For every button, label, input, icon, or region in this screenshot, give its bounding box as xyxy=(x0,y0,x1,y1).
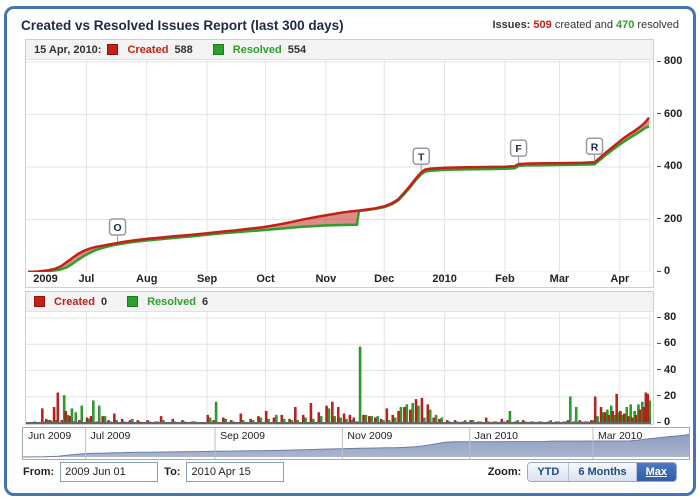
main-chart-panel: 15 Apr, 2010: Created 588 Resolved 554 O T F… xyxy=(25,39,654,288)
yaxis-tick-600: 600 xyxy=(657,108,682,120)
xaxis-label-Apr: Apr xyxy=(610,273,630,285)
from-label: From: xyxy=(23,466,55,478)
xaxis-label-Jul: Jul xyxy=(78,273,95,285)
bar-gridlines xyxy=(26,312,651,424)
flag-marker-O[interactable]: O xyxy=(108,218,127,242)
yaxis2-tick-0: 0 xyxy=(657,416,670,428)
navigator-label-Jun-2009: Jun 2009 xyxy=(28,430,72,442)
navigator-area xyxy=(23,434,689,457)
resolved-line xyxy=(27,125,650,274)
yaxis-tick-0: 0 xyxy=(657,265,670,277)
yaxis-tick-200: 200 xyxy=(657,213,682,225)
resolved-swatch-icon xyxy=(127,296,139,307)
main-chart-svg: O T F R xyxy=(26,60,651,274)
bar-chart-legend: Created 0 Resolved 6 xyxy=(26,292,653,312)
main-chart-xaxis: 2009 Jul Aug Sep Oct Nov Dec 2010 Feb Mar Apr xyxy=(26,272,651,287)
xaxis-label-Oct: Oct xyxy=(256,273,275,285)
bar-chart-panel: Created 0 Resolved 6 xyxy=(25,291,654,425)
flag-marker-R[interactable]: R xyxy=(585,137,604,162)
created-swatch-icon xyxy=(107,44,119,55)
navigator-svg[interactable] xyxy=(23,428,689,459)
svg-text:T: T xyxy=(418,151,425,163)
issues-created-count: 509 xyxy=(533,19,552,31)
svg-text:O: O xyxy=(113,222,121,234)
main-chart-yaxis: 0 200 400 600 800 xyxy=(657,55,697,277)
bar-chart-plot[interactable] xyxy=(26,312,652,424)
resolved-swatch-icon xyxy=(212,44,224,55)
controls-bar: From: To: Zoom: YTD 6 Months Max xyxy=(7,459,693,485)
zoom-6months-button[interactable]: 6 Months xyxy=(568,463,636,481)
xaxis-label-Sep: Sep xyxy=(197,273,218,285)
xaxis-label-2010: 2010 xyxy=(432,273,457,285)
zoom-button-group: YTD 6 Months Max xyxy=(527,462,677,482)
xaxis-label-Mar: Mar xyxy=(549,273,570,285)
svg-text:F: F xyxy=(515,143,522,155)
issues-created-text: created and xyxy=(551,19,616,31)
navigator-label-Nov-2009: Nov 2009 xyxy=(347,430,393,442)
flag-marker-T[interactable]: T xyxy=(412,147,430,172)
xaxis-label-Aug: Aug xyxy=(136,273,158,285)
legend-created-label: Created xyxy=(127,43,169,56)
xaxis-label-Nov: Nov xyxy=(315,273,337,285)
zoom-label: Zoom: xyxy=(487,466,522,478)
yaxis-tick-800: 800 xyxy=(657,55,682,67)
legend-resolved-value: 6 xyxy=(202,295,209,308)
issues-resolved-count: 470 xyxy=(616,19,635,31)
navigator-label-Sep-2009: Sep 2009 xyxy=(220,430,266,442)
xaxis-label-Dec: Dec xyxy=(374,273,395,285)
issues-summary: Issues: 509 created and 470 resolved xyxy=(492,19,679,31)
to-label: To: xyxy=(164,466,181,478)
zoom-max-button[interactable]: Max xyxy=(635,463,676,481)
date-range-controls: From: To: xyxy=(23,462,285,482)
yaxis2-tick-40: 40 xyxy=(657,364,676,376)
navigator-trendline xyxy=(23,433,689,458)
issues-resolved-text: resolved xyxy=(634,19,679,31)
yaxis2-tick-20: 20 xyxy=(657,390,676,402)
bar-chart-svg xyxy=(26,312,652,424)
bar-chart-yaxis: 0 20 40 60 80 xyxy=(657,311,697,428)
yaxis2-tick-80: 80 xyxy=(657,311,676,323)
xaxis-label-Feb: Feb xyxy=(495,273,515,285)
legend-date: 15 Apr, 2010: xyxy=(34,43,102,56)
legend-created-value: 0 xyxy=(100,295,108,308)
xaxis-label-2009: 2009 xyxy=(33,273,58,285)
legend-resolved-label: Resolved xyxy=(232,43,282,56)
navigator-label-Jan-2010: Jan 2010 xyxy=(474,430,518,442)
legend-created-label: Created xyxy=(54,295,95,308)
to-date-input[interactable] xyxy=(186,462,285,482)
yaxis-tick-400: 400 xyxy=(657,160,682,172)
created-resolved-band xyxy=(28,117,649,272)
zoom-ytd-button[interactable]: YTD xyxy=(528,463,569,481)
legend-created-value: 588 xyxy=(174,43,193,56)
issues-label: Issues: xyxy=(492,19,531,31)
main-chart-plot[interactable]: O T F R xyxy=(26,60,651,274)
zoom-controls: Zoom: YTD 6 Months Max xyxy=(488,462,677,482)
main-chart-legend: 15 Apr, 2010: Created 588 Resolved 554 xyxy=(26,40,653,60)
yaxis2-tick-60: 60 xyxy=(657,337,676,349)
navigator-label-Mar-2010: Mar 2010 xyxy=(597,430,643,442)
svg-text:R: R xyxy=(591,141,599,153)
timeline-navigator[interactable]: Jun 2009 Jul 2009 Sep 2009 Nov 2009 Jan 2010… xyxy=(22,427,690,460)
header: Created vs Resolved Issues Report (last … xyxy=(7,9,693,39)
report-widget: Created vs Resolved Issues Report (last … xyxy=(4,6,696,496)
flag-marker-F[interactable]: F xyxy=(509,139,528,164)
created-swatch-icon xyxy=(34,296,45,307)
page-title: Created vs Resolved Issues Report (last … xyxy=(21,17,344,33)
legend-resolved-value: 554 xyxy=(287,43,307,56)
from-date-input[interactable] xyxy=(60,462,159,482)
navigator-label-Jul-2009: Jul 2009 xyxy=(90,430,131,442)
legend-resolved-label: Resolved xyxy=(147,295,197,308)
created-line xyxy=(27,116,650,274)
daily-bars xyxy=(33,346,652,424)
